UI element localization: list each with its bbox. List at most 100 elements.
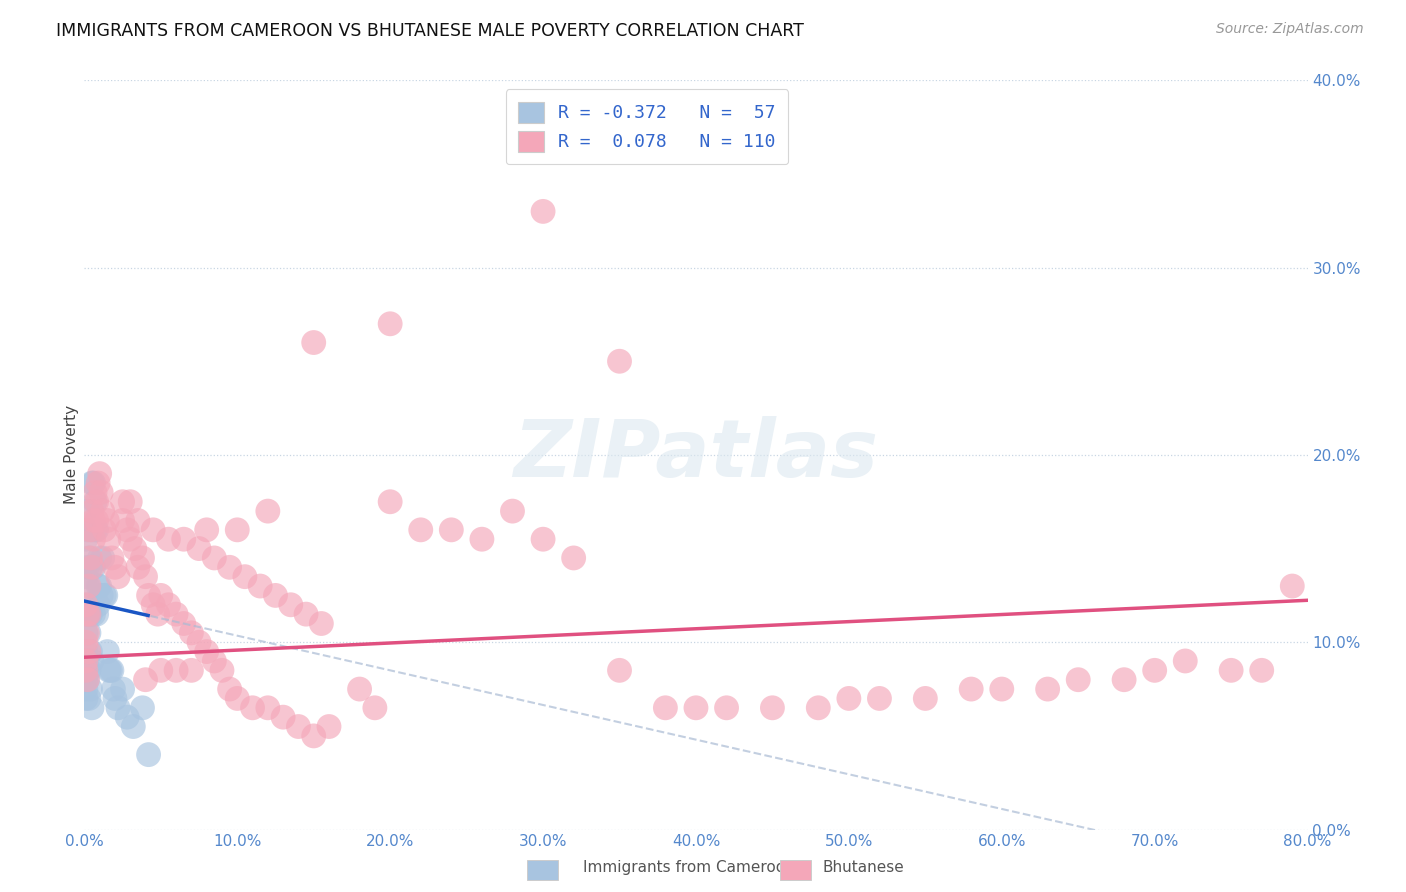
Point: [84, 485, 107, 500]
Point: [83, 514, 105, 528]
Point: [124, 541, 146, 556]
Point: [84, 494, 107, 508]
Point: [77, 551, 100, 566]
Point: [93, 589, 115, 603]
Point: [761, 701, 783, 715]
Point: [86, 494, 108, 508]
Point: [380, 494, 402, 508]
Point: [869, 691, 891, 706]
Point: [77, 607, 100, 621]
Point: [75, 664, 97, 678]
Point: [180, 664, 202, 678]
Point: [991, 682, 1014, 697]
Point: [380, 317, 402, 331]
Point: [609, 664, 631, 678]
Point: [101, 664, 124, 678]
Point: [202, 654, 225, 668]
Point: [264, 589, 287, 603]
Point: [135, 673, 157, 687]
Point: [94, 589, 117, 603]
Point: [76, 673, 98, 687]
Point: [75, 682, 97, 697]
Point: [302, 729, 325, 743]
Text: IMMIGRANTS FROM CAMEROON VS BHUTANESE MALE POVERTY CORRELATION CHART: IMMIGRANTS FROM CAMEROON VS BHUTANESE MA…: [56, 22, 804, 40]
Point: [807, 701, 830, 715]
Point: [302, 335, 325, 350]
Point: [1143, 664, 1166, 678]
Point: [195, 523, 218, 537]
Point: [104, 691, 127, 706]
Point: [165, 607, 187, 621]
Point: [79, 560, 101, 574]
Point: [287, 719, 309, 733]
Point: [79, 607, 101, 621]
Point: [142, 523, 165, 537]
Point: [716, 701, 738, 715]
Point: [75, 654, 97, 668]
Point: [89, 467, 111, 481]
Point: [531, 204, 554, 219]
Point: [349, 682, 371, 697]
Point: [138, 747, 160, 762]
Point: [79, 682, 101, 697]
Point: [83, 607, 105, 621]
Point: [80, 476, 103, 491]
Point: [80, 560, 103, 574]
Point: [364, 701, 387, 715]
Point: [86, 607, 108, 621]
Point: [115, 710, 138, 724]
Point: [87, 579, 110, 593]
Point: [111, 494, 134, 508]
Point: [257, 504, 280, 518]
Point: [318, 719, 340, 733]
Point: [1174, 654, 1197, 668]
Text: Source: ZipAtlas.com: Source: ZipAtlas.com: [1216, 22, 1364, 37]
Point: [111, 514, 134, 528]
Point: [173, 532, 195, 546]
Point: [609, 354, 631, 368]
Point: [97, 532, 120, 546]
Point: [257, 701, 280, 715]
Point: [295, 607, 318, 621]
Point: [75, 691, 97, 706]
Point: [188, 635, 211, 649]
Point: [127, 560, 149, 574]
Point: [96, 514, 118, 528]
Point: [77, 626, 100, 640]
Point: [226, 523, 249, 537]
Point: [471, 532, 494, 546]
Point: [79, 551, 101, 566]
Point: [83, 560, 105, 574]
Point: [75, 598, 97, 612]
Point: [76, 560, 98, 574]
Point: [76, 607, 98, 621]
Point: [90, 485, 112, 500]
Point: [77, 644, 100, 658]
Point: [84, 523, 107, 537]
Point: [249, 579, 271, 593]
Point: [127, 514, 149, 528]
Point: [80, 654, 103, 668]
Point: [76, 598, 98, 612]
Point: [1036, 682, 1059, 697]
Point: [83, 532, 105, 546]
Point: [89, 551, 111, 566]
Point: [142, 598, 165, 612]
Point: [75, 570, 97, 584]
Point: [311, 616, 333, 631]
Point: [76, 579, 98, 593]
Point: [1067, 673, 1090, 687]
Point: [83, 476, 105, 491]
Point: [80, 523, 103, 537]
Point: [96, 644, 118, 658]
Point: [75, 635, 97, 649]
Point: [111, 682, 134, 697]
Point: [1114, 673, 1136, 687]
Point: [76, 523, 98, 537]
Point: [1250, 664, 1272, 678]
Point: [98, 664, 121, 678]
Point: [75, 626, 97, 640]
Point: [218, 682, 240, 697]
Point: [80, 701, 103, 715]
Point: [86, 523, 108, 537]
